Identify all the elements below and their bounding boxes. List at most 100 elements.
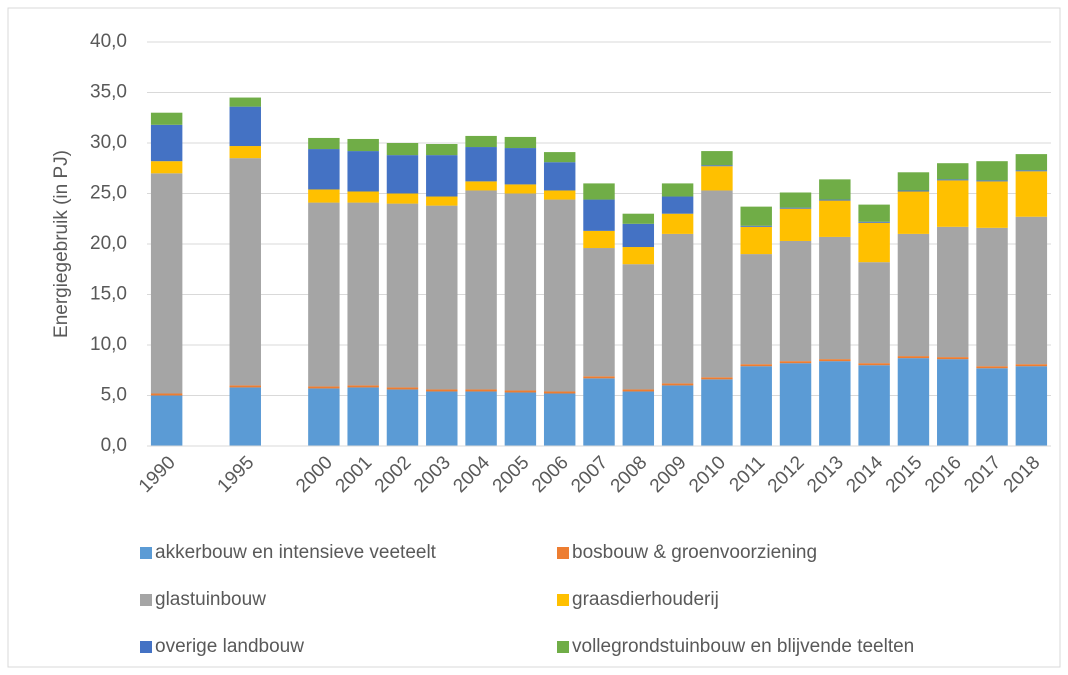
- bar-segment: [347, 202, 379, 386]
- bar-segment: [858, 204, 890, 222]
- legend-label: vollegrondstuinbouw en blijvende teelten: [572, 636, 914, 657]
- legend-label: overige landbouw: [155, 636, 304, 657]
- legend-swatch: [140, 641, 152, 653]
- bar-segment: [897, 358, 930, 446]
- bar-segment: [426, 155, 458, 197]
- bar-segment: [347, 191, 379, 203]
- bar-segment: [897, 190, 930, 192]
- bar-segment: [701, 190, 733, 378]
- bar-segment: [308, 386, 340, 389]
- bar-segment: [426, 144, 458, 156]
- legend-swatch: [140, 594, 152, 606]
- bar-segment: [701, 377, 733, 380]
- bar-segment: [583, 183, 615, 200]
- bar-segment: [937, 226, 969, 358]
- y-tick-label: 20,0: [90, 233, 127, 254]
- bar-segment: [150, 395, 183, 446]
- bar-segment: [426, 196, 458, 206]
- bar-segment: [740, 364, 772, 367]
- bar-segment: [1015, 170, 1048, 172]
- bar-segment: [504, 390, 537, 393]
- bar-segment: [661, 385, 694, 446]
- bar-segment: [229, 385, 261, 388]
- bar-segment: [897, 233, 930, 357]
- bar-segment: [543, 391, 576, 394]
- bar-segment: [622, 389, 655, 392]
- bar-segment: [229, 97, 261, 107]
- legend-label: bosbouw & groenvoorziening: [572, 542, 817, 563]
- y-tick-label: 25,0: [90, 183, 127, 204]
- bar-segment: [976, 368, 1008, 446]
- bar-segment: [858, 221, 890, 223]
- bar-segment: [819, 236, 851, 360]
- bar-segment: [937, 163, 969, 180]
- bar-segment: [583, 248, 615, 377]
- bar-segment: [622, 264, 655, 390]
- bar-segment: [504, 193, 537, 391]
- bar-segment: [150, 393, 183, 396]
- bar-segment: [229, 106, 261, 147]
- bar-segment: [504, 184, 537, 194]
- bar-segment: [937, 357, 969, 360]
- bar-segment: [976, 161, 1008, 181]
- bar-segment: [543, 393, 576, 446]
- bar-segment: [426, 391, 458, 446]
- bar-segment: [543, 152, 576, 163]
- y-tick-label: 15,0: [90, 284, 127, 305]
- bar-segment: [661, 233, 694, 384]
- bar-segment: [622, 223, 655, 248]
- bar-segment: [426, 205, 458, 390]
- bar-segment: [819, 359, 851, 362]
- bar-segment: [661, 383, 694, 386]
- bar-segment: [583, 376, 615, 379]
- bar-segment: [779, 192, 812, 208]
- legend-swatch: [557, 641, 569, 653]
- bar-segment: [740, 226, 772, 255]
- bar-segment: [465, 147, 497, 182]
- y-tick-label: 10,0: [90, 334, 127, 355]
- bar-segment: [779, 240, 812, 362]
- legend-swatch: [140, 547, 152, 559]
- bar-segment: [386, 193, 419, 204]
- legend-label: graasdierhouderij: [572, 589, 719, 610]
- bar-segment: [897, 356, 930, 359]
- bar-segment: [819, 200, 851, 237]
- bar-segment: [701, 151, 733, 166]
- bar-segment: [622, 391, 655, 446]
- bar-segment: [426, 389, 458, 392]
- bar-segment: [229, 387, 261, 446]
- y-tick-label: 5,0: [101, 385, 127, 406]
- bar-segment: [543, 162, 576, 191]
- bar-segment: [701, 379, 733, 446]
- legend-swatch: [557, 594, 569, 606]
- y-axis-label: Energiegebruik (in PJ): [51, 150, 72, 338]
- bar-segment: [229, 158, 261, 386]
- bar-segment: [386, 389, 419, 446]
- bar-segment: [976, 366, 1008, 369]
- bar-segment: [740, 366, 772, 446]
- y-tick-label: 35,0: [90, 82, 127, 103]
- y-tick-label: 40,0: [90, 31, 127, 52]
- bar-segment: [819, 361, 851, 446]
- bar-segment: [465, 391, 497, 446]
- bar-segment: [347, 385, 379, 388]
- bar-segment: [622, 247, 655, 265]
- bar-segment: [779, 207, 812, 209]
- bar-segment: [779, 208, 812, 241]
- bar-segment: [661, 196, 694, 214]
- bar-segment: [465, 190, 497, 390]
- bar-segment: [347, 138, 379, 152]
- bar-segment: [1015, 366, 1048, 446]
- bar-segment: [779, 363, 812, 446]
- bar-segment: [308, 137, 340, 150]
- bar-segment: [465, 389, 497, 392]
- bar-segment: [308, 189, 340, 203]
- bar-segment: [661, 183, 694, 197]
- bar-segment: [740, 254, 772, 365]
- y-tick-label: 0,0: [101, 435, 127, 456]
- bar-segment: [976, 181, 1008, 228]
- bar-segment: [150, 161, 183, 174]
- bar-segment: [1015, 364, 1048, 367]
- bar-segment: [661, 213, 694, 234]
